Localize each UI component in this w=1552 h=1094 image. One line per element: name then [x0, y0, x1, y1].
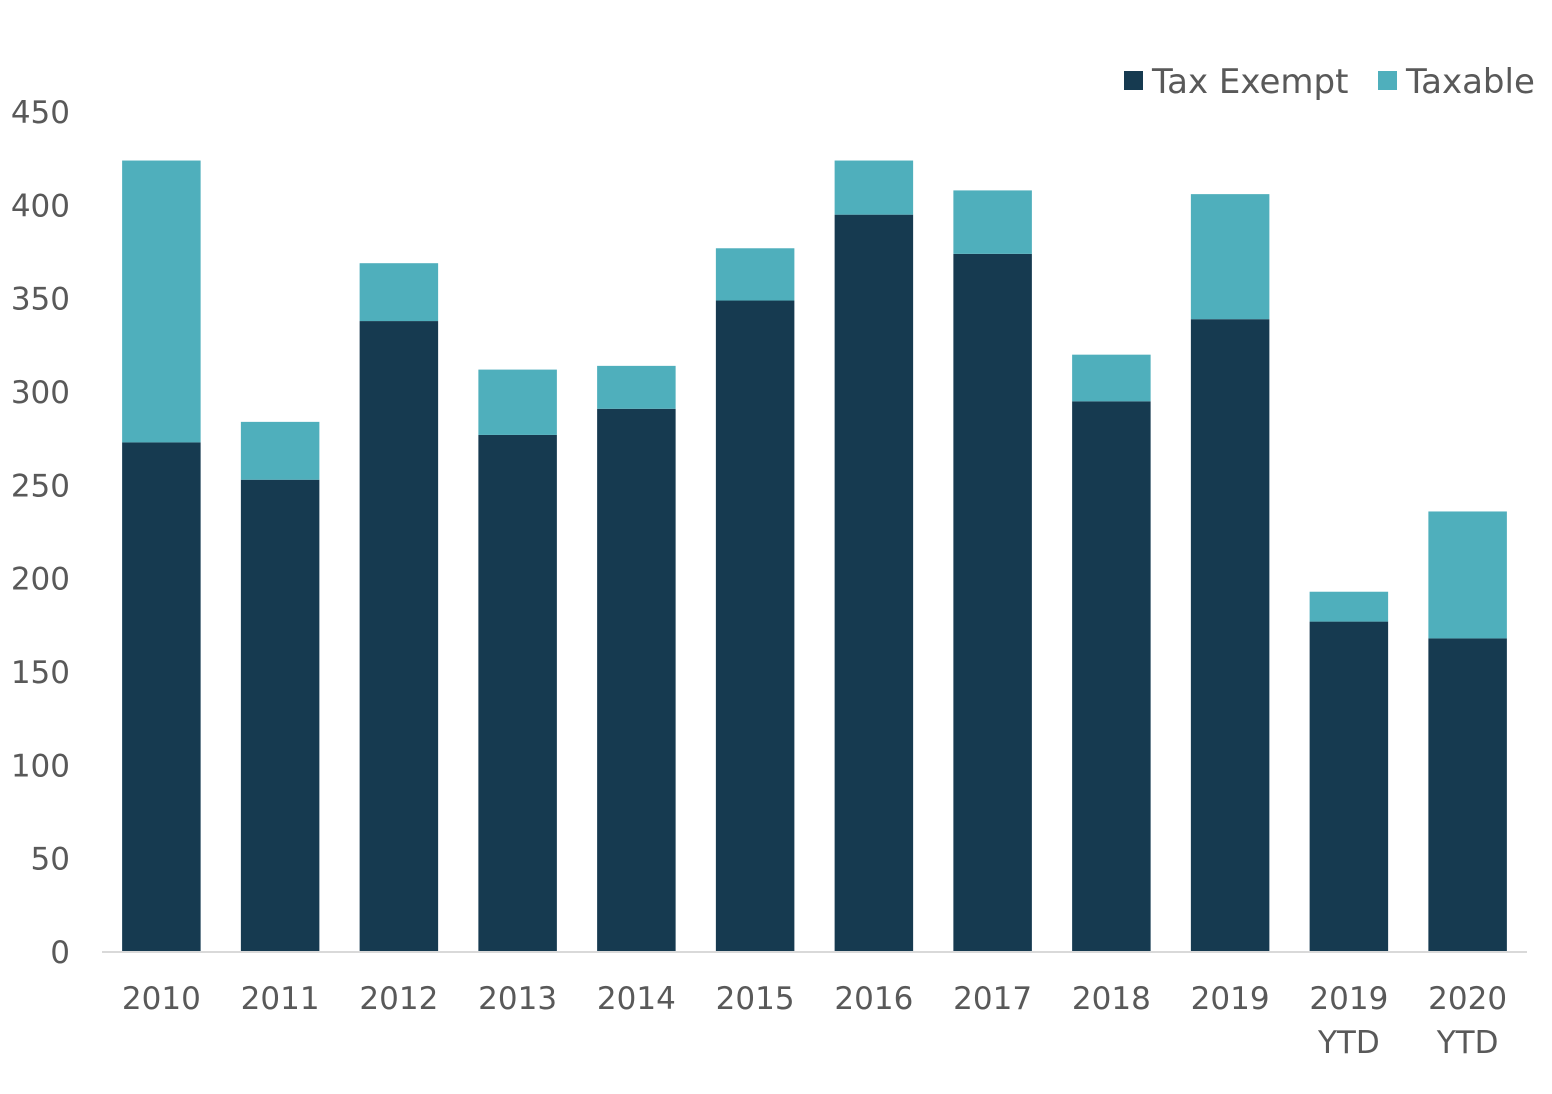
x-tick-label: 2018 [1072, 981, 1151, 1017]
x-tick-label: YTD [1317, 1025, 1380, 1061]
y-tick-label: 50 [31, 842, 70, 878]
x-tick-label: YTD [1436, 1025, 1499, 1061]
bar-tax-exempt [122, 442, 201, 952]
x-axis: 2010 2011 2012 2013 2014 2015 2016 2017 2018 2019… [102, 951, 1527, 1061]
bar-taxable [122, 160, 201, 443]
legend: Tax Exempt Taxable [1124, 62, 1535, 102]
legend-label: Taxable [1405, 62, 1535, 102]
bar-tax-exempt [478, 434, 557, 952]
bar-taxable [834, 160, 914, 215]
bar-tax-exempt [1190, 319, 1270, 952]
y-tick-label: 350 [11, 282, 70, 318]
bar-tax-exempt [1072, 401, 1151, 952]
bar-taxable [478, 369, 557, 435]
legend-label: Tax Exempt [1151, 62, 1348, 102]
x-tick-label: 2019 [1309, 981, 1388, 1017]
bar-taxable [597, 365, 676, 409]
y-tick-label: 200 [11, 562, 70, 598]
x-tick-label: 2013 [478, 981, 557, 1017]
y-tick-label: 250 [11, 468, 70, 504]
legend-swatch [1378, 71, 1397, 90]
bar-taxable [1072, 354, 1151, 402]
bar-taxable [359, 263, 439, 322]
bar-taxable [1428, 511, 1507, 639]
x-tick-label: 2017 [953, 981, 1032, 1017]
y-tick-label: 0 [50, 935, 70, 971]
bar-tax-exempt [715, 300, 795, 952]
y-tick-label: 300 [11, 375, 70, 411]
x-tick-label: 2015 [716, 981, 795, 1017]
x-tick-label: 2012 [359, 981, 438, 1017]
bars-group [122, 160, 1507, 953]
x-tick-label: 2011 [241, 981, 320, 1017]
legend-swatch [1124, 71, 1143, 90]
bar-tax-exempt [1309, 621, 1389, 952]
bar-tax-exempt [834, 214, 914, 952]
bar-taxable [953, 190, 1032, 254]
bar-taxable [1309, 591, 1389, 622]
bar-tax-exempt [597, 408, 676, 952]
bar-tax-exempt [953, 253, 1032, 952]
y-tick-label: 100 [11, 748, 70, 784]
bar-taxable [1190, 194, 1270, 320]
y-tick-label: 400 [11, 188, 70, 224]
x-tick-label: 2010 [122, 981, 201, 1017]
x-tick-label: 2016 [834, 981, 913, 1017]
y-tick-label: 150 [11, 655, 70, 691]
bar-tax-exempt [359, 321, 439, 953]
y-tick-label: 450 [11, 95, 70, 131]
y-axis: 0 50 100 150 200 250 300 350 400 450 [11, 95, 70, 971]
bar-taxable [240, 421, 320, 480]
bar-tax-exempt [240, 479, 320, 952]
x-tick-label: 2019 [1191, 981, 1270, 1017]
x-tick-label: 2014 [597, 981, 676, 1017]
bar-tax-exempt [1428, 638, 1507, 952]
bar-taxable [715, 248, 795, 301]
x-tick-label: 2020 [1428, 981, 1507, 1017]
